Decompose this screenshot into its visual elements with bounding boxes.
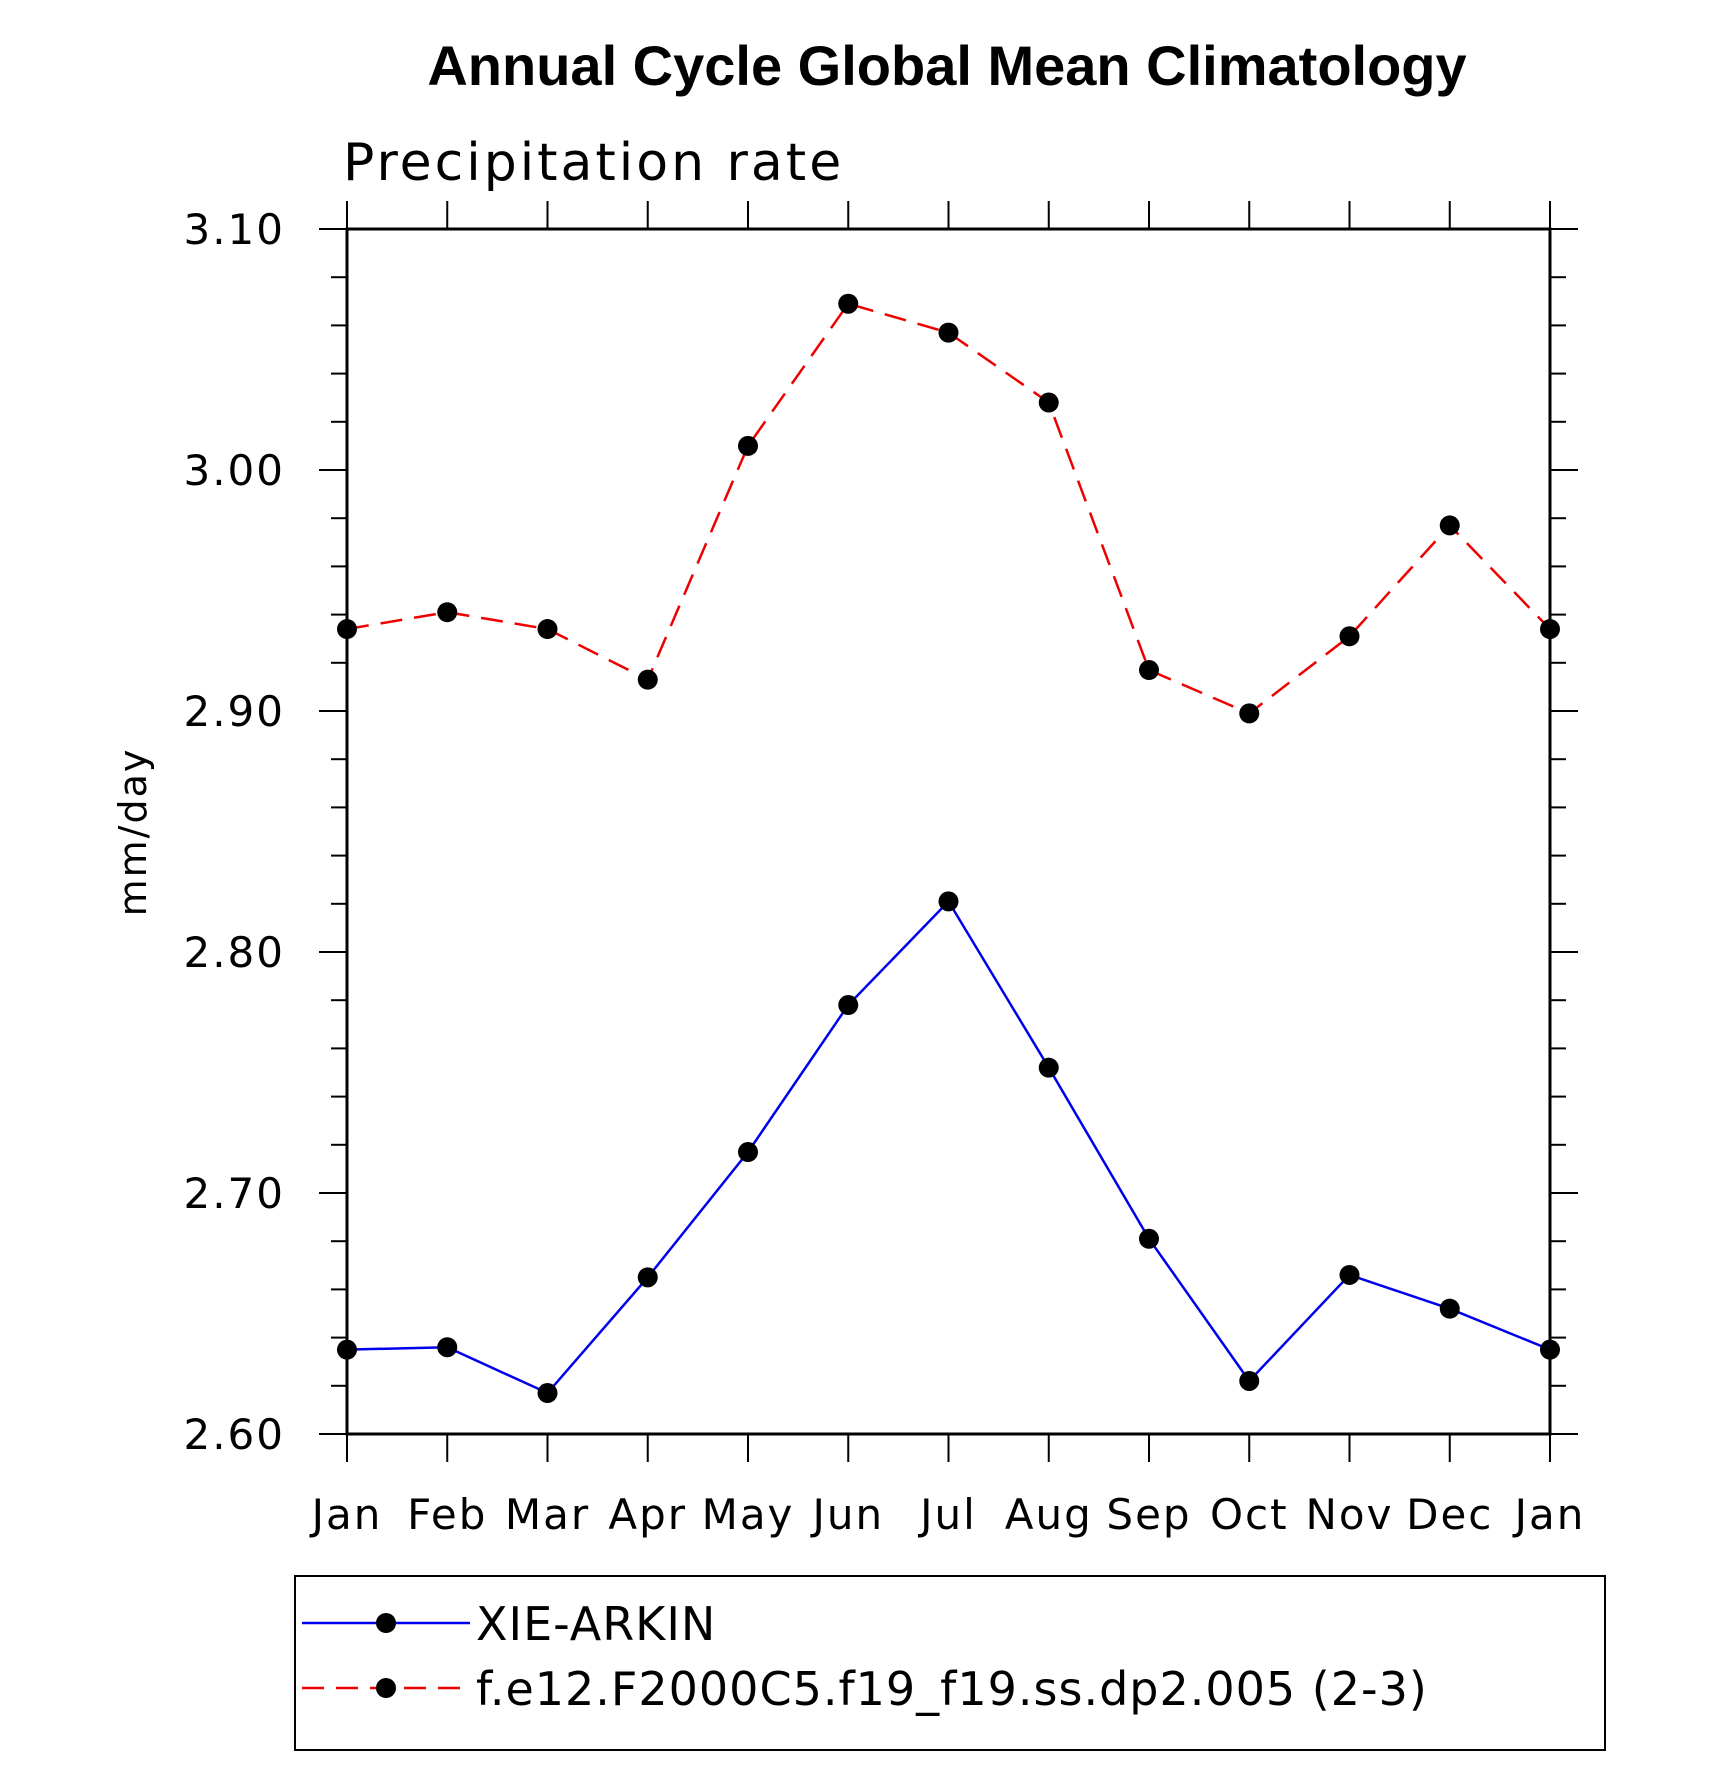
series-point-2 — [738, 435, 758, 456]
legend-box — [294, 1575, 1606, 1751]
chart-title: Annual Cycle Global Mean Climatology — [427, 34, 1466, 97]
x-tick-label: Dec — [1406, 1490, 1493, 1539]
series-point-1 — [437, 1337, 458, 1358]
series-point-1 — [637, 1267, 658, 1288]
series-point-1 — [1139, 1228, 1159, 1249]
series-point-1 — [938, 891, 959, 912]
series-point-1 — [1038, 1057, 1059, 1078]
legend-marker-1 — [376, 1613, 396, 1633]
x-axis: Jan Feb Mar Apr May Jun Jul Aug Sep Oct Nov Dec Jan — [309, 201, 1586, 1539]
series-point-2 — [437, 602, 458, 623]
y-axis-label: mm/day — [111, 748, 155, 917]
x-tick-label: May — [702, 1490, 795, 1539]
series-point-2 — [1339, 626, 1360, 647]
x-tick-label: Mar — [505, 1490, 590, 1539]
series-point-2 — [1239, 703, 1260, 724]
series-point-2 — [1038, 392, 1059, 413]
series-point-1 — [1439, 1298, 1460, 1319]
x-tick-label: Jan — [1512, 1490, 1586, 1539]
series-line-2 — [346, 302, 1551, 715]
series-point-2 — [1439, 515, 1460, 536]
y-tick-label: 3.10 — [183, 205, 285, 254]
legend: XIE-ARKIN f.e12.F2000C5.f19_f19.ss.dp2.00… — [294, 1575, 1606, 1751]
series-point-1 — [537, 1383, 558, 1404]
x-tick-label: Apr — [608, 1490, 687, 1539]
x-tick-label: Jun — [809, 1490, 884, 1539]
legend-label-2: f.e12.F2000C5.f19_f19.ss.dp2.005 (2-3) — [476, 1662, 1428, 1716]
y-tick-label: 3.00 — [183, 446, 285, 495]
series-point-1 — [1239, 1370, 1260, 1391]
y-tick-label: 2.60 — [183, 1410, 285, 1459]
plot-area — [337, 293, 1560, 1404]
y-axis: 2.60 2.70 2.80 2.90 3.00 3.10 — [183, 205, 1578, 1459]
series-point-2 — [637, 669, 658, 690]
y-tick-label: 2.70 — [183, 1169, 285, 1218]
legend-label-1: XIE-ARKIN — [476, 1597, 716, 1651]
series-point-1 — [738, 1142, 758, 1163]
y-tick-label: 2.90 — [183, 687, 285, 736]
x-tick-label: Jan — [309, 1490, 383, 1539]
x-tick-label: Sep — [1106, 1490, 1191, 1539]
x-tick-label: Jul — [917, 1490, 977, 1539]
series-line-1 — [346, 899, 1551, 1395]
chart-subtitle: Precipitation rate — [343, 133, 844, 193]
series-point-1 — [1339, 1264, 1360, 1285]
series-point-2 — [1139, 660, 1159, 681]
series-point-1 — [838, 995, 859, 1016]
series-point-2 — [537, 619, 558, 640]
plot-frame — [345, 227, 1552, 1436]
x-tick-label: Aug — [1005, 1490, 1093, 1539]
legend-marker-2 — [376, 1678, 396, 1698]
series-point-2 — [838, 293, 859, 314]
series-point-2 — [938, 322, 959, 343]
x-tick-label: Nov — [1306, 1490, 1394, 1539]
x-tick-label: Feb — [407, 1490, 487, 1539]
x-tick-label: Oct — [1210, 1490, 1289, 1539]
y-tick-label: 2.80 — [183, 928, 285, 977]
